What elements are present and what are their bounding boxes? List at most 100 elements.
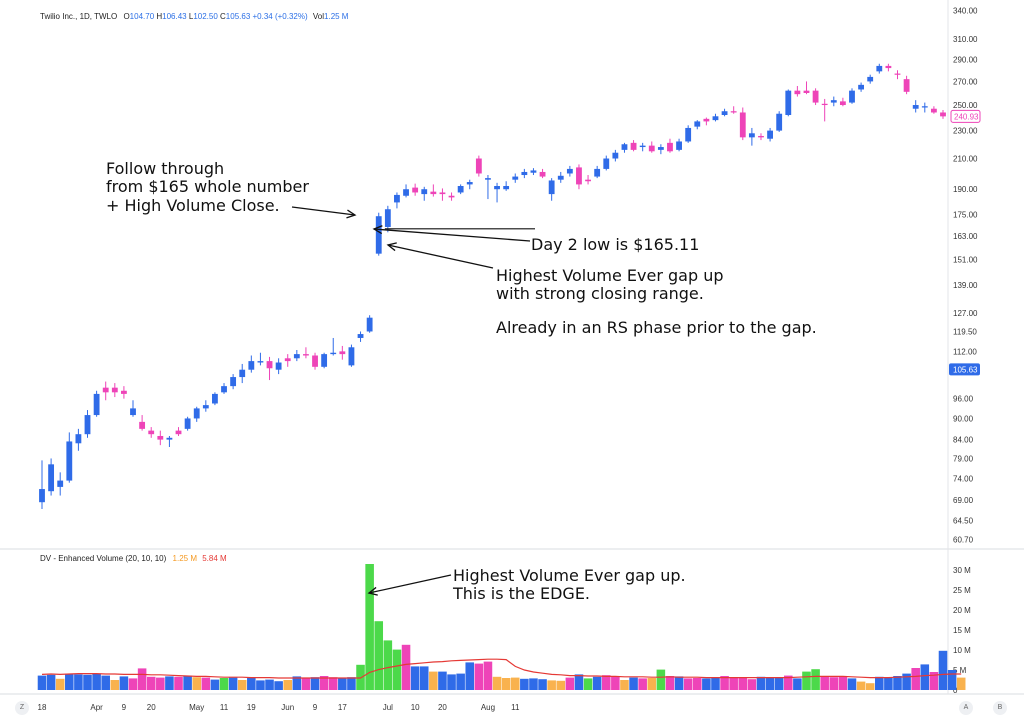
candle-body xyxy=(239,369,246,378)
candle-body xyxy=(448,195,455,198)
volume-bar xyxy=(647,678,657,690)
candle-body xyxy=(858,84,865,90)
candle-body xyxy=(293,354,300,359)
volume-bar xyxy=(438,671,447,690)
time-tick-label: 20 xyxy=(147,703,156,712)
price-tick-label: 112.00 xyxy=(953,347,977,356)
volume-bar xyxy=(46,674,56,690)
volume-bar xyxy=(192,677,201,690)
candle-body xyxy=(312,355,318,367)
candle-body xyxy=(130,408,136,416)
candle-body xyxy=(603,158,610,169)
time-tick-label: May xyxy=(189,703,204,712)
price-tick-label: 151.00 xyxy=(953,256,978,265)
candle-body xyxy=(530,170,537,173)
candle-body xyxy=(821,103,828,106)
candle-body xyxy=(357,334,364,338)
candle-body xyxy=(739,112,746,138)
volume-bar xyxy=(338,678,347,690)
price-tick-label: 119.50 xyxy=(953,327,977,336)
volume-bar xyxy=(592,676,602,690)
arrow-gap-up xyxy=(387,244,494,269)
volume-legend: DV - Enhanced Volume (20, 10, 10) 1.25 M… xyxy=(40,554,227,563)
candle-body xyxy=(221,386,227,393)
candle-body xyxy=(667,142,673,152)
price-tick-label: 84.00 xyxy=(953,436,974,445)
candle-body xyxy=(521,171,528,176)
volume-bar xyxy=(893,676,902,690)
candle-body xyxy=(75,434,82,444)
candle-body xyxy=(366,317,373,332)
volume-bar xyxy=(583,678,593,690)
volume-bar xyxy=(838,676,848,690)
volume-bar xyxy=(347,677,356,690)
volume-bar xyxy=(237,680,247,690)
candle-body xyxy=(758,135,764,138)
volume-bar xyxy=(611,676,620,690)
candle-body xyxy=(576,167,582,185)
arrow-day2-low xyxy=(373,228,531,242)
volume-bar xyxy=(947,670,957,690)
candle-body xyxy=(676,141,682,150)
candle-body xyxy=(703,118,710,122)
volume-bar xyxy=(683,678,693,690)
volume-bar xyxy=(83,674,92,690)
candle-body xyxy=(230,377,237,387)
volume-bar xyxy=(156,677,165,690)
volume-bar xyxy=(374,621,384,690)
volume-bar xyxy=(884,677,893,690)
time-tick-label: Jun xyxy=(281,703,294,712)
candle-body xyxy=(284,358,291,362)
time-tick-label: 20 xyxy=(438,703,447,712)
volume-bar xyxy=(811,669,820,690)
volume-tick-label: 30 M xyxy=(953,566,971,575)
price-tick-label: 90.00 xyxy=(953,414,974,423)
candle-body xyxy=(202,405,209,409)
volume-bar xyxy=(902,673,911,690)
candle-body xyxy=(657,147,664,150)
candle-body xyxy=(503,186,510,190)
volume-bar xyxy=(929,672,939,690)
price-tick-label: 190.00 xyxy=(953,185,978,194)
volume-bar xyxy=(692,678,702,690)
volume-bar xyxy=(629,677,638,690)
price-tick-label: 163.00 xyxy=(953,232,978,241)
volume-bar xyxy=(711,677,720,690)
auto-scale-button[interactable]: A xyxy=(959,701,973,715)
volume-bar xyxy=(802,671,811,690)
candle-body xyxy=(57,480,64,487)
volume-bar xyxy=(847,678,857,690)
candle-body xyxy=(812,90,819,103)
candle-body xyxy=(539,171,546,177)
volume-bar xyxy=(328,677,338,690)
candle-body xyxy=(785,90,792,116)
arrow-edge-head xyxy=(367,586,378,596)
log-scale-button[interactable]: B xyxy=(993,701,1007,715)
time-tick-label: 11 xyxy=(220,703,229,712)
candle-body xyxy=(148,430,155,435)
candle-body xyxy=(166,437,173,440)
candle-body xyxy=(721,111,728,116)
annotation-day2-low: Day 2 low is $165.11 xyxy=(531,235,700,254)
volume-bar xyxy=(165,676,174,690)
volume-bar xyxy=(793,678,802,690)
candle-body xyxy=(375,216,382,254)
volume-bar xyxy=(92,673,101,690)
candle-body xyxy=(694,121,701,127)
time-tick-label: 9 xyxy=(313,703,318,712)
candle-body xyxy=(849,90,855,103)
candle-body xyxy=(748,133,755,138)
candle-body xyxy=(885,65,892,69)
candle-body xyxy=(157,435,164,440)
volume-bar xyxy=(174,676,183,690)
price-tick-label: 127.00 xyxy=(953,309,978,318)
candle-body xyxy=(903,79,910,92)
candle-body xyxy=(940,112,946,117)
volume-bar xyxy=(456,673,465,690)
candle-body xyxy=(776,113,783,131)
volume-bar xyxy=(601,675,611,690)
candle-body xyxy=(621,144,628,150)
goto-start-button[interactable]: Z xyxy=(15,701,29,715)
volume-bar xyxy=(419,666,429,690)
volume-bar xyxy=(265,679,274,690)
